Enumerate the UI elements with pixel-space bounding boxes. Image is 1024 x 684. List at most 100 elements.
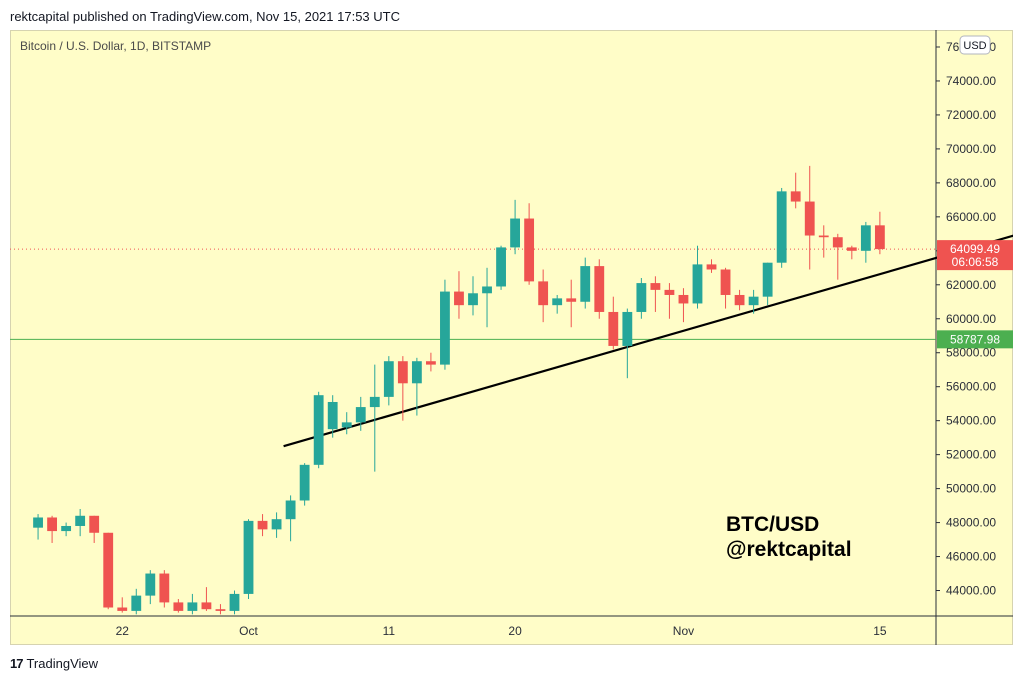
candle[interactable] (383, 356, 394, 406)
candle[interactable] (313, 391, 324, 469)
candle-body (201, 602, 212, 610)
candle[interactable] (538, 269, 549, 323)
candle-body (440, 291, 450, 365)
candle-body (692, 264, 703, 304)
candle[interactable] (706, 259, 717, 273)
candle[interactable] (692, 245, 703, 309)
candle[interactable] (818, 225, 829, 258)
candle[interactable] (846, 245, 857, 260)
candle[interactable] (201, 587, 212, 611)
candle-body (411, 361, 422, 384)
candle[interactable] (355, 396, 366, 431)
candlestick-chart[interactable]: 44000.00 46000.00 48000.00 50000.00 52000.00… (10, 30, 1013, 645)
candle[interactable] (678, 288, 689, 323)
candle[interactable] (33, 514, 43, 540)
tradingview-logo-icon: 17 (10, 656, 24, 671)
candle-body (524, 218, 535, 282)
candle[interactable] (440, 279, 450, 370)
candle[interactable] (496, 245, 506, 290)
candle[interactable] (510, 199, 521, 255)
candle[interactable] (790, 172, 801, 209)
candle[interactable] (229, 590, 240, 615)
candle[interactable] (636, 277, 647, 319)
candle[interactable] (454, 271, 464, 319)
candle[interactable] (145, 570, 156, 605)
candle[interactable] (762, 262, 773, 306)
candle[interactable] (524, 203, 535, 285)
candle-body (748, 296, 759, 306)
candle-body (341, 422, 352, 428)
chart-background (10, 30, 1013, 645)
annotation-symbol: BTC/USD (726, 513, 819, 536)
candle[interactable] (832, 233, 843, 280)
candle-body (832, 237, 843, 248)
candle-body (860, 225, 871, 251)
y-tick-label: 72000.00 (946, 108, 996, 122)
candle[interactable] (173, 599, 184, 613)
candle[interactable] (61, 522, 72, 537)
candle[interactable] (299, 463, 310, 506)
candle-body (61, 525, 72, 532)
candle[interactable] (874, 211, 885, 255)
candle-body (47, 517, 58, 532)
candle-body (874, 225, 885, 250)
candle-body (566, 298, 577, 302)
candle[interactable] (552, 294, 563, 314)
candle[interactable] (243, 519, 254, 600)
candle[interactable] (734, 289, 745, 311)
candle[interactable] (482, 267, 492, 328)
candle[interactable] (748, 289, 759, 314)
candle[interactable] (89, 515, 100, 543)
candle[interactable] (47, 515, 58, 543)
candle-body (762, 262, 773, 297)
candle[interactable] (117, 597, 128, 613)
candle-body (846, 247, 857, 251)
candle[interactable] (411, 357, 422, 416)
candle-body (790, 191, 801, 202)
candle[interactable] (468, 276, 478, 316)
candle[interactable] (566, 279, 577, 328)
candle[interactable] (664, 283, 675, 319)
candle-body (299, 464, 310, 501)
ascending-trendline[interactable] (283, 213, 1013, 448)
support-price-label: 58787.98 (950, 332, 1000, 346)
candle[interactable] (425, 352, 436, 372)
candle[interactable] (580, 257, 591, 309)
candle[interactable] (341, 412, 352, 435)
candle[interactable] (369, 364, 380, 472)
candle[interactable] (257, 514, 268, 537)
candle[interactable] (131, 588, 142, 615)
y-tick-label: 74000.00 (946, 74, 996, 88)
candle-body (776, 191, 787, 263)
candle[interactable] (860, 221, 871, 263)
candle-body (159, 573, 170, 603)
current-price-label: 64099.49 (950, 242, 1000, 256)
candle[interactable] (622, 308, 633, 379)
candle[interactable] (75, 508, 86, 537)
candle-body (734, 294, 745, 306)
candle[interactable] (159, 570, 170, 608)
candle-body (75, 515, 86, 526)
candle[interactable] (720, 267, 731, 309)
candle-body (117, 607, 128, 611)
y-tick-label: 46000.00 (946, 550, 996, 564)
candle[interactable] (608, 296, 619, 350)
candle[interactable] (594, 259, 605, 319)
candle-body (397, 361, 408, 384)
candle[interactable] (285, 495, 296, 542)
candle[interactable] (215, 604, 226, 615)
footer-brand[interactable]: 17 TradingView (10, 654, 98, 674)
candle[interactable] (397, 356, 408, 421)
currency-badge[interactable]: USD (959, 35, 991, 55)
candle[interactable] (271, 512, 282, 538)
candle[interactable] (776, 187, 787, 268)
candle-body (678, 294, 689, 304)
candle[interactable] (187, 593, 198, 615)
candle[interactable] (650, 276, 661, 312)
candle-body (482, 286, 492, 294)
candle[interactable] (103, 532, 114, 610)
candle[interactable] (804, 165, 815, 270)
candle[interactable] (327, 395, 338, 438)
candle-body (454, 291, 464, 306)
y-tick-label: 48000.00 (946, 516, 996, 530)
